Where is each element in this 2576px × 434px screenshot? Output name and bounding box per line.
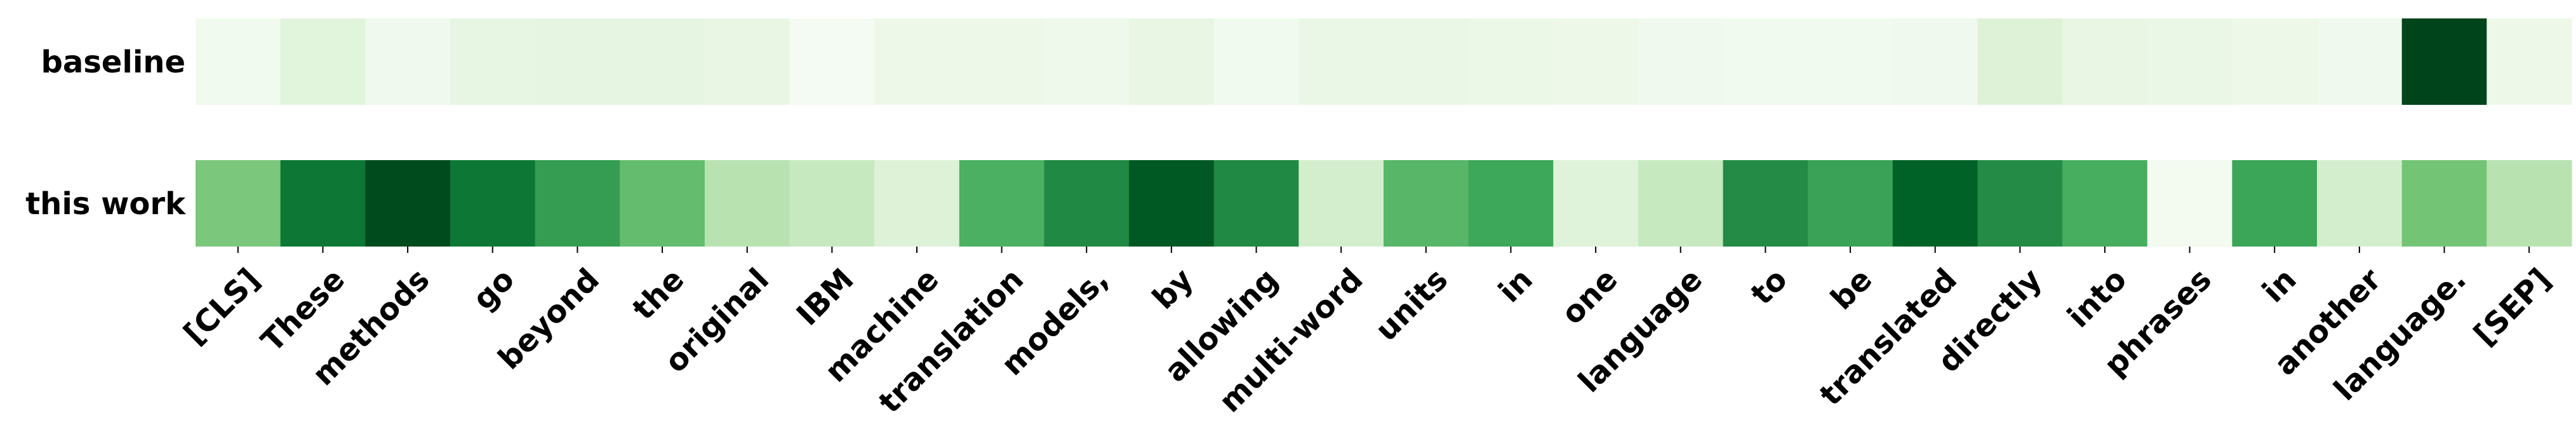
heatmap-cell — [450, 160, 536, 247]
heatmap-cell — [620, 160, 705, 247]
token-label: [SEP] — [2467, 262, 2558, 353]
heatmap-cell — [2317, 18, 2403, 105]
heatmap-cell — [1213, 160, 1299, 247]
heatmap-cell — [1553, 18, 1639, 105]
heatmap-cell — [1044, 18, 1130, 105]
token-label: go — [466, 262, 521, 317]
heatmap-cell — [1808, 18, 1893, 105]
heatmap-cell — [1977, 160, 2063, 247]
heatmap-cell — [2062, 18, 2148, 105]
heatmap-cell — [280, 160, 366, 247]
heatmap-cell — [959, 18, 1045, 105]
token-label: IBM — [790, 262, 861, 333]
heatmap-cell — [620, 18, 705, 105]
heatmap-cell — [365, 160, 451, 247]
heatmap-cells — [196, 18, 2572, 247]
heatmap-cell — [1298, 160, 1384, 247]
row-label: baseline — [41, 44, 185, 80]
row-label: this work — [25, 186, 186, 222]
heatmap-cell — [1808, 160, 1893, 247]
heatmap-cell — [2062, 160, 2148, 247]
heatmap-cell — [1044, 160, 1130, 247]
heatmap-cell — [2486, 160, 2572, 247]
heatmap-cell — [1213, 18, 1299, 105]
heatmap-cell — [704, 160, 791, 247]
heatmap-cell — [2147, 160, 2233, 247]
heatmap-cell — [874, 160, 960, 247]
heatmap-cell — [535, 160, 620, 247]
token-label: be — [1824, 262, 1879, 317]
heatmap-cell — [874, 18, 960, 105]
heatmap-cell — [196, 18, 281, 105]
heatmap-cell — [450, 18, 536, 105]
heatmap-cell — [1298, 18, 1384, 105]
heatmap-cell — [2401, 160, 2487, 247]
heatmap-cell — [2147, 18, 2233, 105]
heatmap-cell — [2401, 18, 2487, 105]
heatmap-cell — [1892, 18, 1979, 105]
heatmap-cell — [1977, 18, 2063, 105]
heatmap-cell — [1723, 18, 1808, 105]
token-label: units — [1368, 262, 1455, 348]
token-label: translation — [872, 262, 1031, 421]
heatmap-cell — [196, 160, 281, 247]
heatmap-cell — [1723, 160, 1808, 247]
heatmap-cell — [2486, 18, 2572, 105]
token-label: [CLS] — [177, 262, 267, 352]
heatmap-cell — [1384, 160, 1469, 247]
heatmap-cell — [1129, 18, 1215, 105]
token-label: into — [2060, 262, 2133, 335]
heatmap-cell — [1468, 18, 1554, 105]
heatmap-cell — [1129, 160, 1215, 247]
heatmap-cell — [2317, 160, 2403, 247]
heatmap-cell — [1384, 18, 1469, 105]
heatmap-cell — [1892, 160, 1979, 247]
heatmap-cell — [1553, 160, 1639, 247]
row-labels: baseline this work — [25, 44, 186, 222]
heatmap-cell — [365, 18, 451, 105]
heatmap-cell — [789, 18, 875, 105]
heatmap-cell — [2232, 160, 2318, 247]
heatmap-cell — [2232, 18, 2318, 105]
heatmap-cell — [1468, 160, 1554, 247]
token-label: one — [1554, 262, 1624, 332]
heatmap-cell — [280, 18, 366, 105]
heatmap-cell — [1638, 160, 1724, 247]
token-label: to — [1744, 262, 1794, 312]
heatmap-cell — [535, 18, 620, 105]
heatmap-cell — [959, 160, 1045, 247]
heatmap-cell — [1638, 18, 1724, 105]
token-label: in — [1492, 262, 1539, 309]
token-label: in — [2255, 262, 2303, 309]
token-label: by — [1145, 262, 1200, 316]
heatmap-cell — [789, 160, 875, 247]
token-label: the — [625, 262, 691, 327]
heatmap-cell — [704, 18, 791, 105]
